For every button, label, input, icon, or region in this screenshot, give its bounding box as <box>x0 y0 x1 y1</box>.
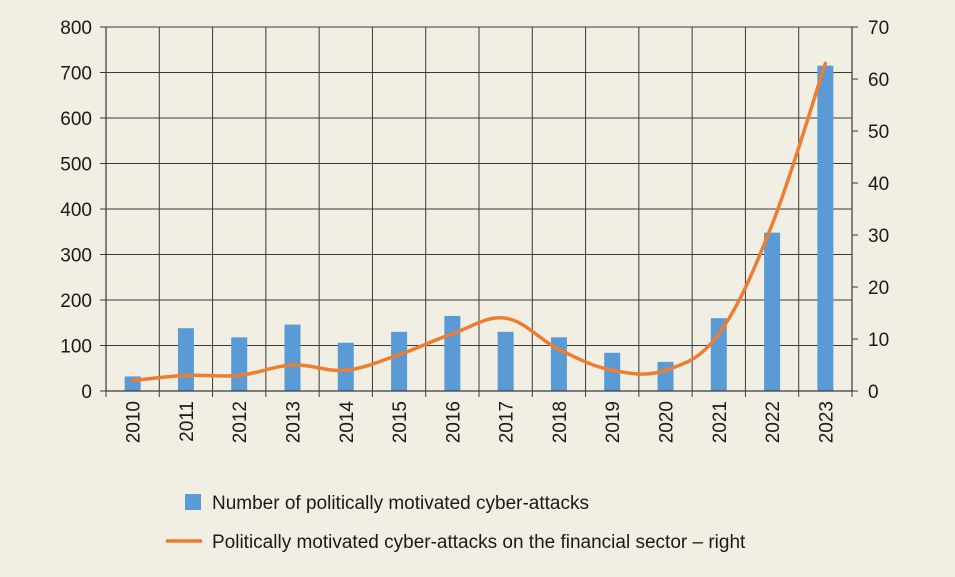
x-tick-label: 2016 <box>443 401 464 443</box>
y-tick-label-right: 60 <box>868 70 889 91</box>
x-tick-label: 2018 <box>550 401 571 443</box>
y-tick-label-left: 700 <box>60 64 92 85</box>
x-tick-label: 2010 <box>124 401 145 443</box>
bar <box>497 331 514 391</box>
bar <box>337 342 354 391</box>
x-tick-label: 2013 <box>284 401 305 443</box>
x-tick-label: 2023 <box>816 401 837 443</box>
y-tick-label-left: 200 <box>60 291 92 312</box>
x-tick-label: 2022 <box>763 401 784 443</box>
y-tick-label-left: 600 <box>60 109 92 130</box>
bar <box>764 232 781 391</box>
y-tick-label-right: 0 <box>868 382 879 403</box>
bar <box>177 328 194 391</box>
bar <box>284 324 301 391</box>
legend-label-bars: Number of politically motivated cyber-at… <box>212 493 589 514</box>
bar-series <box>124 65 834 392</box>
bar <box>444 315 461 391</box>
y-tick-label-right: 10 <box>868 330 889 351</box>
bar <box>817 65 834 392</box>
y-tick-label-right: 50 <box>868 122 889 143</box>
y-tick-label-left: 0 <box>81 382 92 403</box>
bar <box>391 331 408 391</box>
bar <box>231 337 248 391</box>
y-tick-label-left: 400 <box>60 200 92 221</box>
y-tick-label-left: 500 <box>60 155 92 176</box>
x-tick-label: 2015 <box>390 401 411 443</box>
x-tick-label: 2011 <box>177 401 198 442</box>
y-tick-label-right: 70 <box>868 18 889 39</box>
bar <box>710 318 727 391</box>
y-tick-label-right: 40 <box>868 174 889 195</box>
x-tick-label: 2014 <box>337 401 358 444</box>
chart-axes: 0 100 200 300 400 500 600 700 800 0 10 20 30 40 50 60 70… <box>60 18 889 443</box>
y-tick-label-left: 800 <box>60 18 92 39</box>
x-tick-label: 2012 <box>230 401 251 443</box>
legend: Number of politically motivated cyber-at… <box>166 493 746 553</box>
legend-label-line: Politically motivated cyber-attacks on t… <box>212 532 746 553</box>
chart-grid <box>105 26 853 392</box>
x-tick-label: 2020 <box>657 401 678 443</box>
line-series <box>130 61 828 383</box>
x-tick-label: 2017 <box>497 401 518 443</box>
legend-swatch-bars <box>185 494 201 510</box>
y-tick-label-left: 300 <box>60 246 92 267</box>
y-tick-label-right: 30 <box>868 226 889 247</box>
y-tick-label-left: 100 <box>60 337 92 358</box>
x-tick-label: 2021 <box>710 401 731 443</box>
bar <box>657 361 674 391</box>
y-tick-label-right: 20 <box>868 278 889 299</box>
x-tick-label: 2019 <box>603 401 624 443</box>
